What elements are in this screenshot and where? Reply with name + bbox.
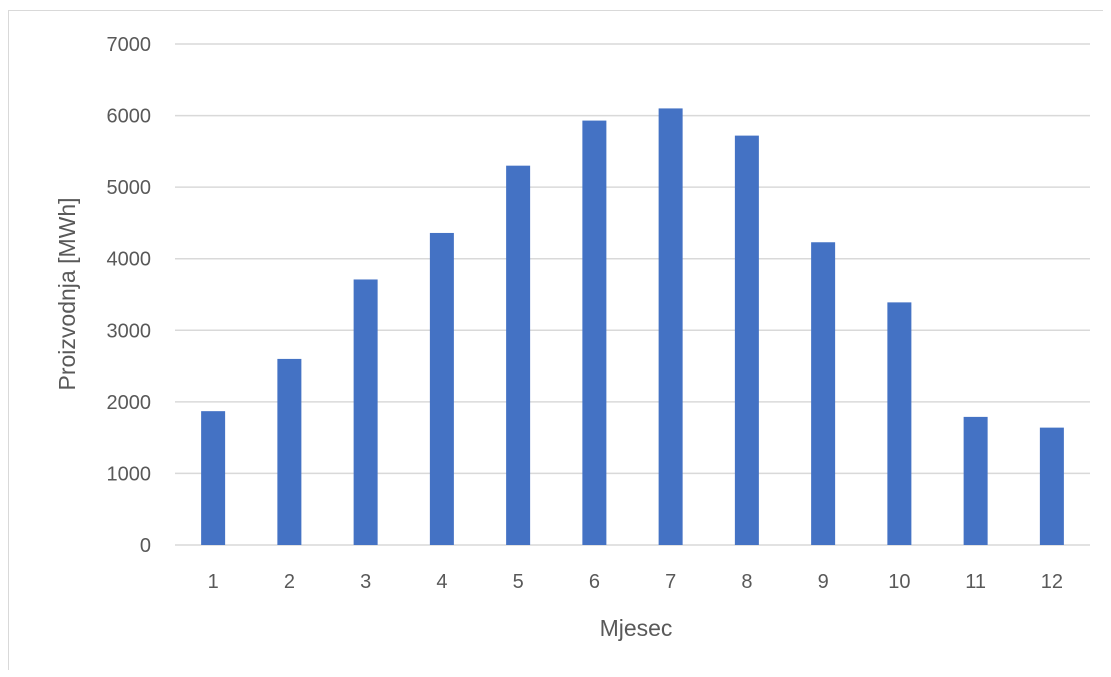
x-tick-label: 9	[818, 571, 829, 593]
x-tick-label: 3	[360, 571, 371, 593]
x-tick-label: 7	[665, 571, 676, 593]
bar-month-2	[277, 358, 302, 545]
bar-month-5	[506, 165, 531, 545]
x-tick-label: 10	[888, 571, 910, 593]
x-tick-label: 2	[284, 571, 295, 593]
y-tick-label: 5000	[107, 177, 152, 199]
bar-month-10	[887, 302, 912, 545]
y-tick-label: 3000	[107, 320, 152, 342]
x-tick-label: 4	[436, 571, 447, 593]
x-axis-title: Mjesec	[600, 615, 673, 641]
bars	[201, 108, 1064, 546]
x-tick-label: 5	[513, 571, 524, 593]
x-tick-label: 12	[1041, 571, 1063, 593]
x-tick-label: 1	[208, 571, 219, 593]
bar-month-12	[1039, 427, 1064, 545]
bar-month-8	[734, 135, 759, 545]
x-tick-label: 11	[965, 571, 986, 593]
y-axis-ticks: 0 1000 2000 3000 4000 5000 6000 7000	[107, 34, 152, 557]
chart-frame	[8, 10, 1103, 670]
bar-month-9	[811, 242, 836, 545]
y-tick-label: 4000	[107, 249, 152, 271]
y-tick-label: 0	[140, 535, 151, 557]
y-axis-title: Proizvodnja [MWh]	[54, 197, 80, 390]
bar-month-1	[201, 411, 226, 545]
gridlines	[175, 43, 1090, 546]
y-tick-label: 2000	[107, 392, 152, 414]
bar-month-7	[658, 108, 683, 546]
x-tick-label: 6	[589, 571, 600, 593]
x-axis-ticks: 1 2 3 4 5 6 7 8 9 10 11 12	[208, 571, 1063, 593]
y-tick-label: 7000	[107, 34, 152, 56]
bar-month-4	[429, 232, 454, 545]
y-tick-label: 1000	[107, 463, 152, 485]
y-tick-label: 6000	[107, 106, 152, 128]
bar-month-11	[963, 416, 988, 545]
x-tick-label: 8	[741, 571, 752, 593]
bar-month-6	[582, 120, 607, 546]
bar-month-3	[353, 279, 378, 545]
